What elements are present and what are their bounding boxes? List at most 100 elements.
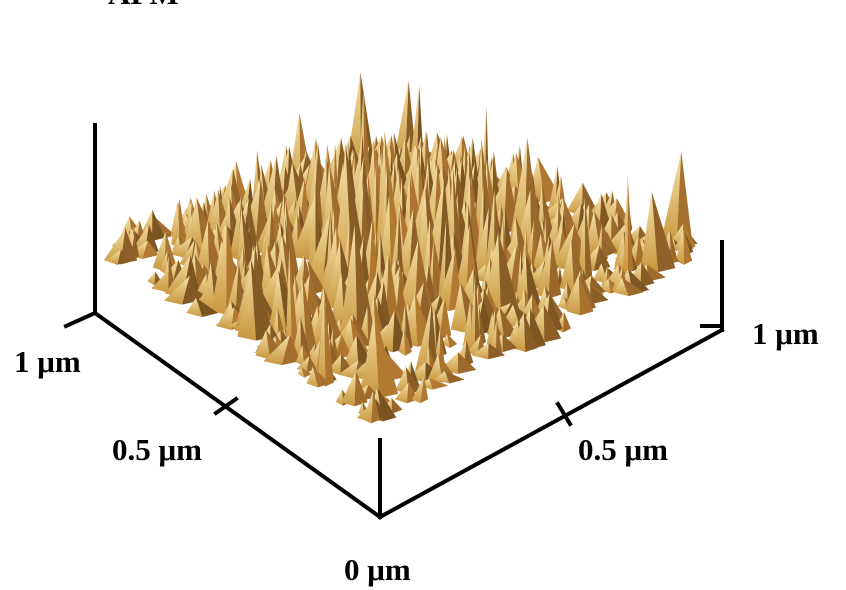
surface-facet <box>201 261 216 312</box>
surface-facet <box>211 219 227 315</box>
surface-facet <box>557 297 568 311</box>
surface-facet <box>457 352 477 374</box>
surface-facet <box>496 318 503 357</box>
surface-facet <box>363 390 374 424</box>
surface-facet <box>302 273 318 358</box>
surface-facet <box>295 344 305 367</box>
surface-facet <box>548 239 562 299</box>
axis-label: 0.5 μm <box>578 432 668 467</box>
end-tick <box>63 310 98 329</box>
surface-facet <box>651 191 676 273</box>
surface-facet <box>334 334 352 360</box>
surface-facet <box>404 328 412 356</box>
surface-facet <box>683 228 693 265</box>
axis-label: 1 μm <box>752 316 819 351</box>
surface-facet <box>578 274 594 316</box>
mid-tick <box>213 396 239 416</box>
surface-facet <box>488 343 506 360</box>
surface-facet <box>428 353 443 383</box>
surface-facet <box>354 223 377 346</box>
surface-facet <box>640 191 659 273</box>
surface-facet <box>255 330 271 360</box>
surface-facet <box>444 370 465 384</box>
surface-facet <box>152 231 166 272</box>
surface-facet <box>307 181 316 280</box>
surface-facet <box>168 237 193 258</box>
surface-facet <box>292 196 315 261</box>
surface-facet <box>462 298 472 350</box>
surface-facet <box>371 390 380 424</box>
surface-facet <box>563 311 571 333</box>
surface-facet <box>622 176 629 274</box>
surface-facet <box>676 151 693 246</box>
surface-facet <box>341 370 356 407</box>
surface-facet <box>467 334 481 357</box>
surface-facet <box>186 297 203 317</box>
surface-facet <box>523 311 538 353</box>
surface-facet <box>513 311 526 353</box>
axis-label: 1 μm <box>14 344 81 379</box>
surface-facet <box>312 366 330 388</box>
surface-facet <box>532 233 546 273</box>
surface-facet <box>195 297 219 317</box>
surface-facet <box>578 196 586 283</box>
surface-facet <box>647 264 666 282</box>
surface-facet <box>363 87 372 197</box>
surface-facet <box>394 382 409 404</box>
surface-facet <box>281 334 301 366</box>
surface-facet <box>593 245 611 272</box>
surface-facet <box>160 250 168 275</box>
surface-facet <box>450 282 469 334</box>
surface-facet <box>285 246 293 349</box>
surface-facet <box>161 255 169 294</box>
surface-facet <box>464 340 474 367</box>
surface-facet <box>498 232 520 317</box>
surface-facet <box>502 334 518 353</box>
surface-facet <box>447 333 458 348</box>
surface-facet <box>301 367 312 378</box>
surface-facet <box>429 378 449 390</box>
surface-facet <box>296 355 310 373</box>
surface-facet <box>475 270 481 356</box>
surface-facet <box>398 328 406 356</box>
surface-facet <box>269 270 287 333</box>
surface-facet <box>622 277 644 297</box>
surface-facet <box>469 270 476 356</box>
surface-facet <box>229 194 242 261</box>
surface-facet <box>566 274 581 316</box>
surface-facet <box>436 247 456 312</box>
surface-facet <box>535 239 553 299</box>
surface-facet <box>324 297 335 387</box>
axis-label: 0.5 μm <box>112 432 202 467</box>
afm-surface <box>103 71 698 424</box>
surface-facet <box>215 306 235 330</box>
surface-facet <box>178 201 188 249</box>
surface-facet <box>142 240 159 260</box>
surface-facet <box>297 367 305 378</box>
surface-facet <box>152 209 165 242</box>
surface-facet <box>354 370 368 407</box>
surface-facet <box>412 376 425 404</box>
surface-facet <box>317 297 326 387</box>
surface-facet <box>566 182 583 216</box>
surface-facet <box>627 176 634 274</box>
surface-facet <box>237 259 257 341</box>
surface-facet <box>335 389 344 406</box>
surface-facet <box>584 196 593 283</box>
axis-label: 0 μm <box>344 552 411 587</box>
surface-facet <box>263 334 291 366</box>
surface-facet <box>289 246 299 349</box>
surface-facet <box>391 397 403 414</box>
surface-facet <box>250 259 275 341</box>
image-title: AFM <box>108 0 179 11</box>
surface-facet <box>442 333 450 348</box>
surface-facet <box>105 249 122 265</box>
surface-facet <box>660 151 682 246</box>
surface-facet <box>385 250 401 338</box>
surface-facet <box>374 312 399 398</box>
surface-facet <box>117 249 130 265</box>
surface-facet <box>329 272 345 328</box>
surface-facet <box>420 376 429 404</box>
surface-facet <box>171 201 180 249</box>
